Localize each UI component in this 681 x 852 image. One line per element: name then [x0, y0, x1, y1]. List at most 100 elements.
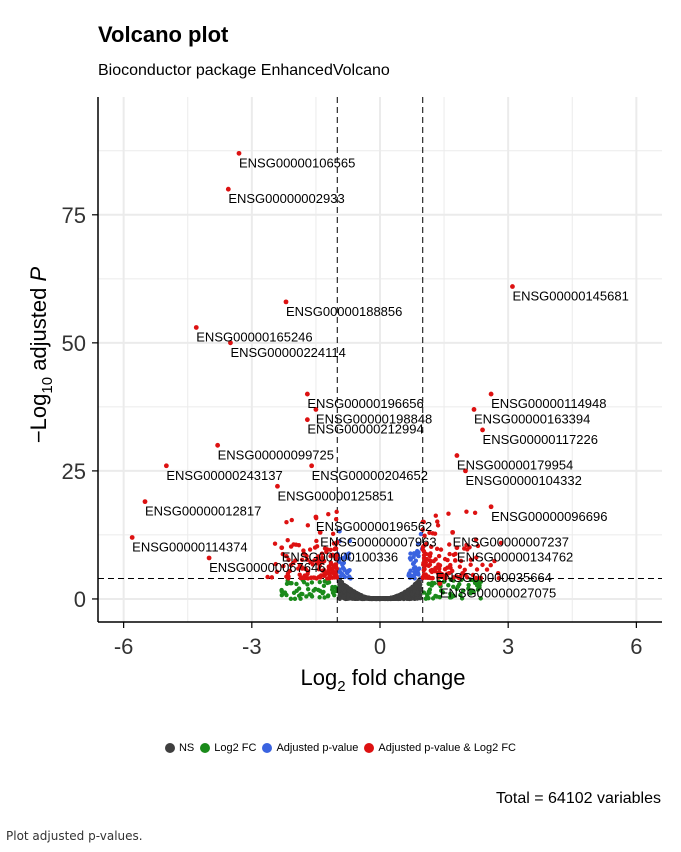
significant-point	[427, 530, 432, 536]
ns-point	[415, 590, 420, 595]
log2fc-point	[426, 589, 432, 594]
point-label: ENSG00000204652	[312, 468, 428, 483]
significant-point	[423, 560, 429, 565]
significant-point	[328, 553, 333, 559]
pvalue-point	[408, 557, 413, 562]
pvalue-point	[347, 574, 352, 579]
significant-point	[280, 551, 285, 557]
significant-point	[495, 571, 501, 576]
labeled-point	[433, 565, 438, 571]
grid	[98, 97, 662, 622]
log2fc-point	[466, 586, 471, 591]
significant-point	[300, 575, 306, 580]
significant-point	[327, 573, 333, 579]
ns-point	[398, 593, 403, 599]
significant-point	[273, 561, 278, 567]
significant-point	[431, 559, 436, 564]
log2fc-point	[478, 596, 483, 601]
pvalue-point	[347, 567, 352, 573]
significant-point	[462, 567, 467, 573]
significant-point	[284, 553, 289, 559]
pvalue-point	[414, 552, 420, 557]
pvalue-point	[411, 554, 416, 560]
log2fc-point	[454, 586, 459, 592]
pvalue-point	[415, 541, 421, 546]
significant-point	[272, 541, 278, 546]
legend-label: NS	[178, 742, 195, 754]
significant-point	[281, 563, 286, 569]
log2fc-point	[317, 579, 322, 585]
significant-point	[318, 575, 323, 580]
log2fc-point	[458, 592, 463, 598]
point-label: ENSG00000196562	[316, 519, 432, 534]
caption: Total = 64102 variables	[496, 790, 661, 807]
significant-point	[447, 551, 452, 557]
significant-point	[312, 575, 317, 580]
significant-point	[464, 509, 469, 514]
significant-point	[285, 571, 291, 576]
significant-point	[429, 544, 434, 550]
x-axis-title: Log2 fold change	[301, 665, 466, 695]
point-label: ENSG00000002933	[228, 191, 344, 206]
significant-point	[433, 513, 438, 518]
labeled-point	[488, 504, 494, 510]
significant-point	[464, 575, 470, 580]
labeled-point	[163, 463, 169, 469]
labeled-point	[275, 483, 280, 489]
point-label: ENSG00000117226	[483, 432, 598, 447]
significant-point	[467, 545, 472, 550]
significant-point	[274, 569, 280, 574]
x-tick-label: 6	[630, 634, 642, 659]
chart-title: Volcano plot	[98, 22, 229, 47]
significant-point	[289, 517, 294, 523]
significant-point	[334, 541, 339, 546]
ns-points	[279, 529, 484, 602]
significant-point	[434, 546, 440, 552]
ns-point	[409, 591, 415, 597]
log2fc-point	[313, 586, 318, 592]
ns-point	[405, 590, 410, 596]
labeled-point	[471, 407, 477, 412]
significant-point	[320, 568, 325, 573]
labeled-point	[510, 284, 515, 289]
labeled-point	[129, 535, 135, 540]
pvalue-point	[418, 531, 424, 537]
significant-point	[488, 562, 493, 568]
significant-point	[451, 552, 457, 558]
point-label: ENSG00000007963	[320, 534, 436, 549]
ns-point	[372, 596, 378, 601]
labeled-point	[313, 514, 319, 520]
y-axis-title-lead: −Log	[26, 394, 51, 444]
log2fc-point	[469, 589, 474, 594]
significant-point	[299, 557, 305, 562]
log2fc-point	[296, 593, 302, 598]
significant-point	[304, 553, 309, 559]
y-tick-label: 75	[62, 203, 86, 228]
pvalue-point	[337, 559, 342, 565]
log2fc-point	[426, 595, 431, 601]
log2fc-point	[294, 581, 299, 587]
point-label: ENSG00000096696	[491, 509, 607, 524]
significant-point	[457, 564, 463, 569]
significant-point	[420, 575, 426, 581]
log2fc-point	[292, 596, 298, 601]
significant-point	[299, 565, 305, 570]
labeled-point	[454, 453, 460, 458]
pvalue-point	[347, 538, 353, 544]
labeled-point	[215, 442, 221, 448]
significant-point	[333, 516, 339, 522]
point-label: ENSG00000145681	[512, 289, 628, 304]
labeled-point	[488, 391, 494, 397]
log2fc-point	[466, 582, 471, 588]
significant-point	[305, 523, 311, 528]
y-axis-title-tail: adjusted	[26, 282, 51, 377]
point-label: ENSG00000134762	[457, 550, 573, 565]
point-label: ENSG00000243137	[166, 468, 282, 483]
point-label: ENSG00000198848	[316, 411, 432, 426]
log2fc-point	[459, 596, 465, 601]
legend-item: Adjusted p-value & Log2 FC	[364, 742, 516, 754]
point-label: ENSG00000027075	[440, 586, 556, 601]
labeled-point	[228, 340, 233, 346]
pvalue-point	[340, 565, 346, 570]
significant-point	[470, 572, 476, 578]
